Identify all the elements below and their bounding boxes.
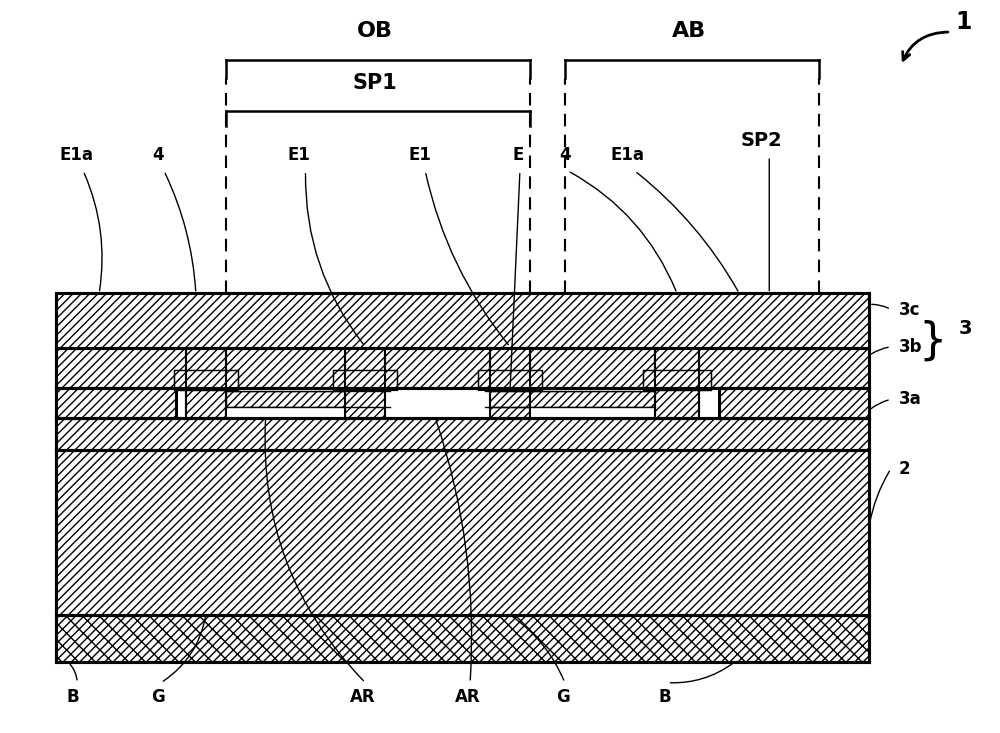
Bar — [345, 348, 385, 418]
Text: B: B — [67, 688, 80, 706]
Text: E1a: E1a — [59, 146, 93, 163]
Text: 2: 2 — [899, 460, 911, 478]
Bar — [186, 348, 226, 418]
Text: 4: 4 — [559, 146, 571, 163]
Text: B: B — [658, 688, 671, 706]
Bar — [385, 388, 490, 418]
Bar — [719, 388, 869, 418]
Bar — [176, 388, 186, 418]
Text: SP1: SP1 — [353, 73, 398, 93]
Text: AR: AR — [455, 688, 481, 706]
Text: G: G — [151, 688, 165, 706]
Bar — [56, 451, 869, 615]
Bar — [56, 293, 869, 348]
Text: 1: 1 — [956, 10, 972, 34]
Bar — [490, 348, 530, 418]
Bar — [56, 388, 176, 418]
Text: E1: E1 — [287, 146, 310, 163]
Text: 3b: 3b — [899, 338, 922, 356]
Bar — [478, 370, 542, 390]
Text: E: E — [512, 146, 524, 163]
Text: AR: AR — [350, 688, 375, 706]
Bar — [699, 388, 719, 418]
Text: OB: OB — [357, 21, 393, 40]
Text: 4: 4 — [152, 146, 164, 163]
Bar — [174, 370, 238, 390]
Bar — [226, 388, 345, 391]
Bar — [485, 391, 655, 408]
Text: AB: AB — [672, 21, 707, 40]
Text: E1: E1 — [409, 146, 432, 163]
Text: 3a: 3a — [899, 391, 922, 408]
Text: }: } — [919, 320, 947, 362]
Bar — [226, 408, 345, 418]
Bar — [56, 348, 869, 388]
Text: 3c: 3c — [899, 301, 920, 319]
Bar — [655, 348, 699, 418]
Bar — [333, 370, 397, 390]
Text: G: G — [556, 688, 570, 706]
Text: 3: 3 — [959, 319, 972, 338]
Bar — [530, 388, 655, 391]
Text: SP2: SP2 — [740, 130, 782, 150]
Bar — [226, 391, 390, 408]
Bar — [56, 615, 869, 662]
Bar — [530, 408, 655, 418]
Bar — [56, 418, 869, 451]
Bar — [643, 370, 711, 390]
Text: E1a: E1a — [611, 146, 645, 163]
Bar — [56, 388, 869, 418]
